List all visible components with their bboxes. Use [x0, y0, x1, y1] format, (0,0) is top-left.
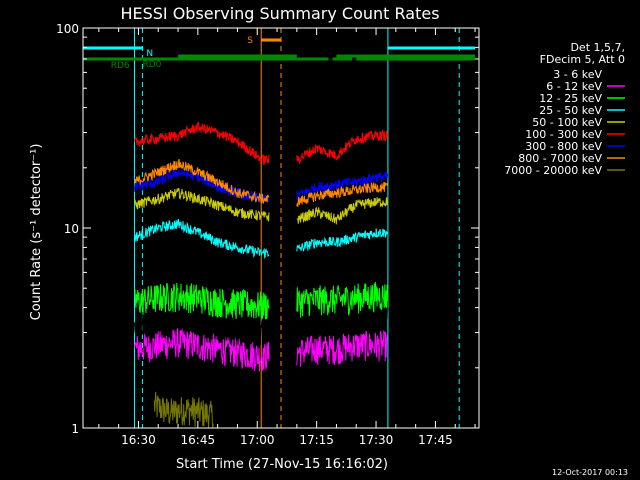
legend-item-label: 25 - 50 keV [539, 104, 602, 117]
y-axis-label: Count Rate (s⁻¹ detector⁻¹) [29, 144, 44, 321]
series-segment-1 [134, 187, 270, 222]
x-axis-label: Start Time (27-Nov-15 16:16:02) [176, 457, 388, 472]
x-tick-label: 17:00 [240, 433, 275, 447]
series-segment-1 [153, 391, 214, 429]
legend-item-label: 6 - 12 keV [546, 80, 602, 93]
flag-label-s: S [247, 36, 253, 46]
footer-timestamp: 12-Oct-2017 00:13 [552, 468, 628, 477]
legend-item-label: 300 - 800 keV [525, 140, 602, 153]
series-segment-2 [296, 298, 389, 340]
legend-item-label: 100 - 300 keV [525, 128, 602, 141]
series-25-50-kev-line [134, 218, 389, 260]
x-tick-label: 17:15 [299, 433, 334, 447]
series-800-7000-kev-line [134, 158, 389, 207]
series-segment-2 [296, 197, 389, 225]
legend-item-label: 7000 - 20000 keV [504, 164, 602, 177]
axes: 16:30 16:45 17:00 17:15 17:30 17:45 1 10 100 [56, 22, 479, 447]
series-3-6-kev-line [134, 298, 389, 349]
series-12-25-kev-line [134, 281, 389, 320]
flag-label-rd0: RD0 [142, 60, 161, 70]
y-tick-label: 10 [64, 222, 79, 236]
x-tick-label: 16:45 [181, 433, 216, 447]
y-tick-label: 100 [56, 22, 79, 36]
series-segment-1 [134, 282, 270, 320]
x-tick-label: 17:30 [359, 433, 394, 447]
series-segment-2 [296, 329, 389, 367]
legend-item-label: 800 - 7000 keV [518, 152, 602, 165]
series-segment-1 [134, 218, 270, 260]
series-100-300-kev-line [134, 122, 389, 166]
series-segment-2 [296, 182, 389, 207]
series-segment-1 [134, 299, 270, 349]
series-segment-2 [296, 228, 389, 252]
flag-label-rd6: RD6 [111, 61, 130, 71]
legend-header-line-1: Det 1,5,7, [570, 41, 625, 54]
series-7000-20000-kev-line [153, 391, 214, 429]
flag-label-n: N [146, 49, 153, 59]
legend-header-line-2: FDecim 5, Att 0 [540, 53, 625, 66]
series-segment-1 [134, 122, 270, 166]
series-segment-2 [296, 172, 389, 200]
legend-item-label: 3 - 6 keV [553, 68, 602, 81]
chart-title: HESSI Observing Summary Count Rates [120, 4, 439, 23]
series-segment-2 [296, 281, 389, 318]
legend-item-label: 12 - 25 keV [539, 92, 602, 105]
x-tick-label: 17:45 [418, 433, 453, 447]
x-tick-label: 16:30 [121, 433, 156, 447]
series-segment-2 [296, 129, 389, 165]
legend-item-label: 50 - 100 keV [532, 116, 602, 129]
y-tick-label: 1 [71, 422, 79, 436]
series-50-100-kev-line [134, 187, 389, 225]
series-6-12-kev-line [134, 328, 389, 372]
series-segment-1 [134, 328, 270, 372]
series-segment-1 [134, 158, 270, 204]
